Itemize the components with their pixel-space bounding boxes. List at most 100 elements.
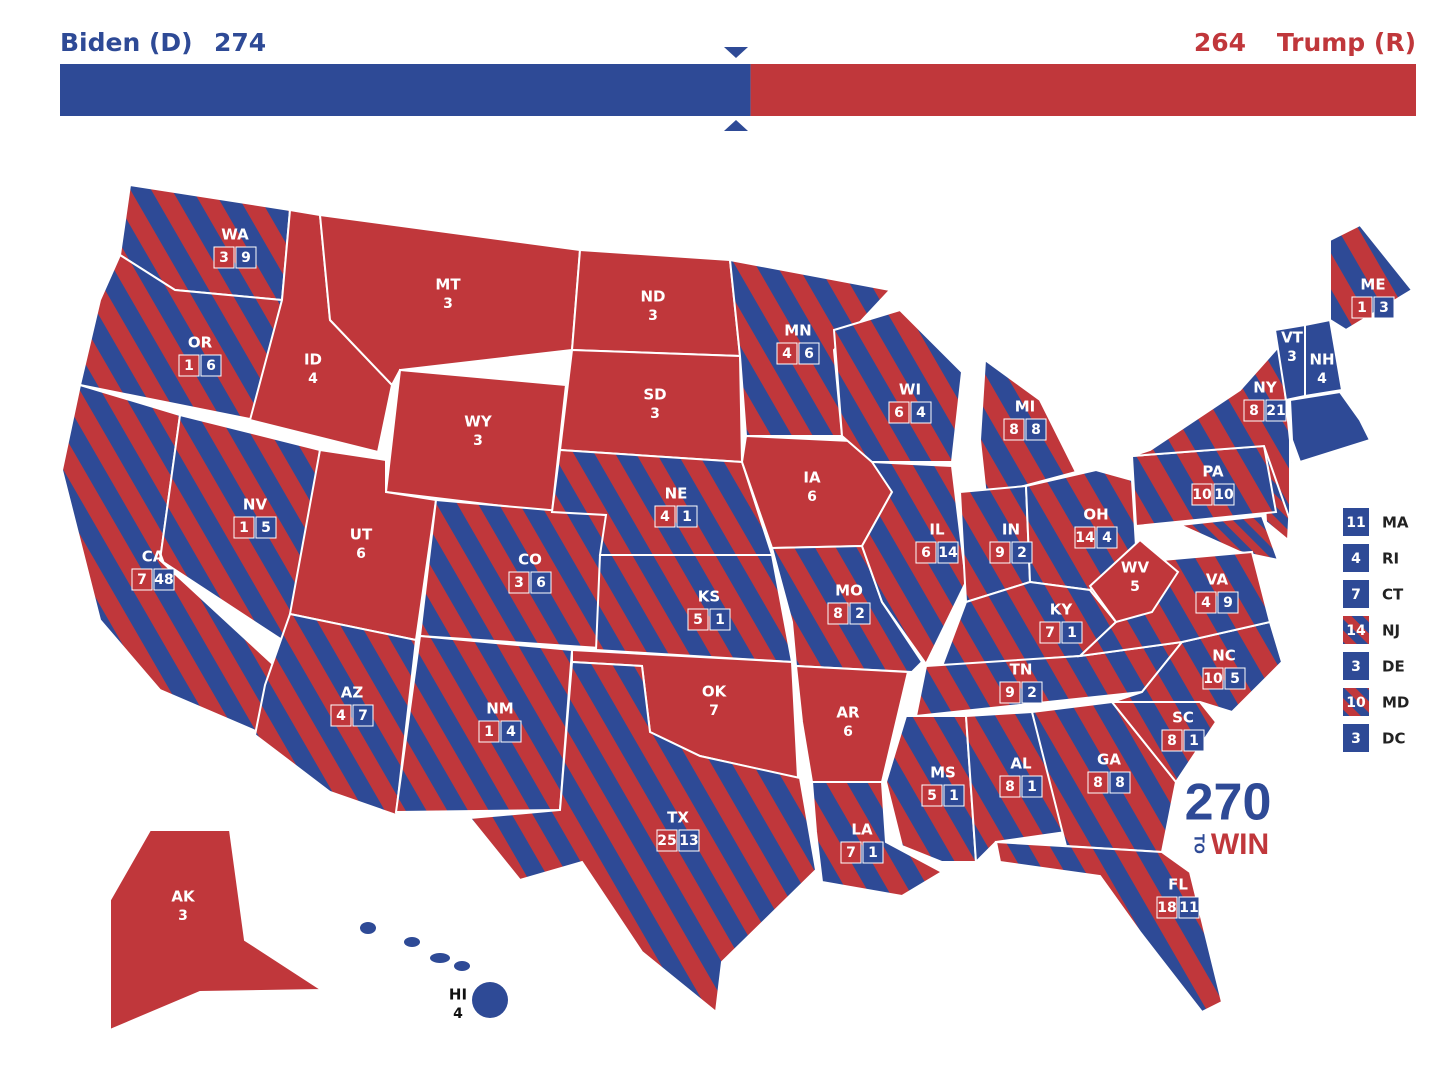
- dem-box: [530, 571, 552, 594]
- rep-votes: 4: [660, 509, 670, 525]
- dem-votes: 3: [1379, 300, 1389, 316]
- state-abbr: OR: [188, 334, 213, 352]
- state-votes: 6: [807, 489, 817, 505]
- legend-box: [1343, 508, 1369, 536]
- state-votes: 5: [1130, 579, 1140, 595]
- state-abbr: LA: [851, 821, 873, 839]
- state-votes: 7: [709, 703, 719, 719]
- legend-abbr: MA: [1382, 514, 1409, 532]
- state-votes: 3: [1287, 349, 1297, 365]
- rep-votes: 5: [693, 612, 703, 628]
- dem-votes: 9: [1223, 595, 1233, 611]
- state-abbr: MO: [835, 582, 863, 600]
- legend-votes: 3: [1351, 731, 1361, 747]
- rep-box: [508, 571, 530, 594]
- rep-votes: 1: [239, 520, 249, 536]
- state-shape: [472, 982, 508, 1018]
- dem-box: [1178, 896, 1200, 919]
- state-abbr: NC: [1212, 647, 1236, 665]
- dem-box: [200, 354, 222, 377]
- state-abbr: TN: [1010, 661, 1033, 679]
- rep-votes: 1: [184, 358, 194, 374]
- rep-votes: 8: [1093, 775, 1103, 791]
- dem-votes: 1: [1189, 733, 1199, 749]
- dem-votes: 5: [261, 520, 271, 536]
- rep-votes: 18: [1157, 900, 1176, 916]
- rep-votes: 4: [782, 346, 792, 362]
- legend-votes: 4: [1351, 551, 1361, 567]
- dem-box: [1021, 775, 1043, 798]
- dem-box: [676, 505, 698, 528]
- rep-votes: 1: [1357, 300, 1367, 316]
- legend-abbr: DE: [1382, 658, 1405, 676]
- state-abbr: AR: [836, 704, 860, 722]
- rep-votes: 14: [1075, 530, 1095, 546]
- dem-votes: 13: [679, 833, 698, 849]
- state-shape: [109, 829, 326, 1032]
- rep-votes: 8: [1249, 403, 1259, 419]
- legend-box: [1343, 724, 1369, 752]
- dem-box: [1021, 681, 1043, 704]
- state-abbr: GA: [1097, 751, 1121, 769]
- state-abbr: KY: [1050, 601, 1074, 619]
- rep-label: Trump (R): [1277, 28, 1416, 57]
- state-abbr: TX: [667, 809, 689, 827]
- dem-box: [153, 568, 175, 591]
- state-abbr: CO: [518, 551, 542, 569]
- small-states-legend: 11 MA 4 RI 7 CT 14 NJ 3 DE 10 MD 3 DC: [1343, 508, 1409, 752]
- state-abbr: WI: [899, 381, 921, 399]
- dem-box: [678, 829, 700, 852]
- legend-votes: 10: [1346, 695, 1366, 711]
- dem-votes: 7: [358, 708, 368, 724]
- rep-box: [1191, 483, 1213, 506]
- dem-box: [1183, 729, 1205, 752]
- rep-votes: 10: [1192, 487, 1212, 503]
- state-shape: [994, 840, 1224, 1014]
- rep-box: [1156, 896, 1178, 919]
- dem-box: [352, 704, 374, 727]
- state-abbr: IN: [1002, 521, 1020, 539]
- rep-box: [840, 841, 862, 864]
- rep-box: [213, 246, 235, 269]
- rep-votes: 4: [1201, 595, 1211, 611]
- rep-box: [1161, 729, 1183, 752]
- rep-box: [989, 541, 1011, 564]
- dem-votes: 48: [154, 572, 173, 588]
- rep-box: [1087, 771, 1109, 794]
- state-abbr: NM: [486, 700, 513, 718]
- rep-votes: 8: [1005, 779, 1015, 795]
- dem-box: [798, 342, 820, 365]
- rep-box: [915, 541, 937, 564]
- rep-box: [131, 568, 153, 591]
- dem-box: [937, 541, 959, 564]
- legend-box: [1343, 544, 1369, 572]
- dem-votes: 21: [1266, 403, 1285, 419]
- state-abbr: OH: [1083, 506, 1108, 524]
- state-shape: [860, 460, 968, 666]
- state-abbr: VA: [1206, 571, 1229, 589]
- rep-box: [178, 354, 200, 377]
- dem-box: [1011, 541, 1033, 564]
- state-votes: 3: [650, 406, 660, 422]
- rep-box: [687, 608, 709, 631]
- state-abbr: AL: [1010, 755, 1032, 773]
- rep-votes: 25: [657, 833, 676, 849]
- rep-votes: 7: [1045, 625, 1055, 641]
- dem-votes: 5: [1230, 671, 1240, 687]
- dem-votes: 8: [1115, 775, 1125, 791]
- dem-votes: 14: [938, 545, 958, 561]
- state-shape: [810, 781, 945, 898]
- dem-votes: 9: [241, 250, 251, 266]
- rep-votes: 6: [894, 405, 904, 421]
- state-votes: 3: [648, 308, 658, 324]
- rep-box: [478, 720, 500, 743]
- dem-votes: 1: [682, 509, 692, 525]
- state-votes: 3: [178, 908, 188, 924]
- dem-box: [1109, 771, 1131, 794]
- legend-box: [1343, 616, 1369, 644]
- rep-votes: 7: [137, 572, 147, 588]
- rep-votes: 7: [846, 845, 856, 861]
- state-shape: [360, 922, 376, 934]
- state-abbr: NY: [1253, 379, 1278, 397]
